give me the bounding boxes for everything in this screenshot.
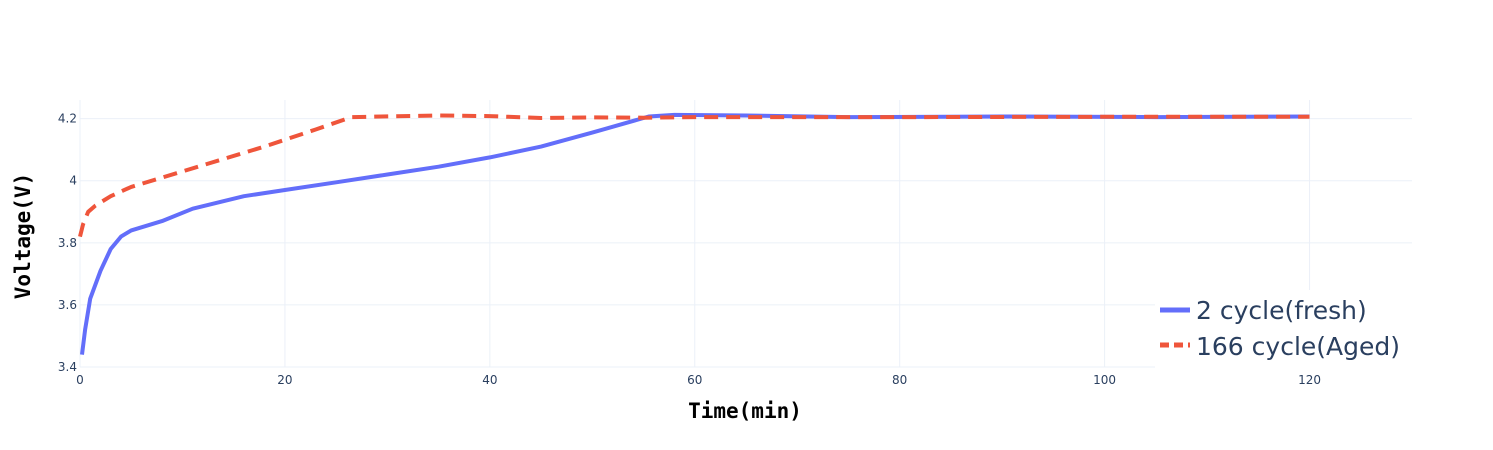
x-tick-label: 40 [482,373,497,387]
y-tick-label: 4 [69,174,77,188]
x-tick-label: 120 [1298,373,1321,387]
x-axis-title: Time(min) [688,399,802,423]
legend: 2 cycle(fresh) 166 cycle(Aged) [1155,290,1417,370]
y-tick-label: 3.6 [58,298,77,312]
legend-label-fresh: 2 cycle(fresh) [1196,296,1367,325]
series-line-fresh [80,112,1310,355]
x-tick-label: 60 [687,373,702,387]
x-tick-label: 80 [892,373,907,387]
series-lines [78,112,1310,355]
y-tick-label: 3.4 [58,360,77,374]
y-tick-label: 3.8 [58,236,77,250]
legend-background [1155,290,1417,370]
y-tick-labels: 3.4 3.6 3.8 4 4.2 [58,112,77,374]
x-tick-label: 20 [277,373,292,387]
x-tick-labels: 0 20 40 60 80 100 120 [76,373,1321,387]
y-axis-title: Voltage(V) [11,173,35,299]
x-tick-label: 100 [1093,373,1116,387]
y-tick-label: 4.2 [58,112,77,126]
legend-label-aged: 166 cycle(Aged) [1196,332,1400,361]
x-tick-label: 0 [76,373,84,387]
